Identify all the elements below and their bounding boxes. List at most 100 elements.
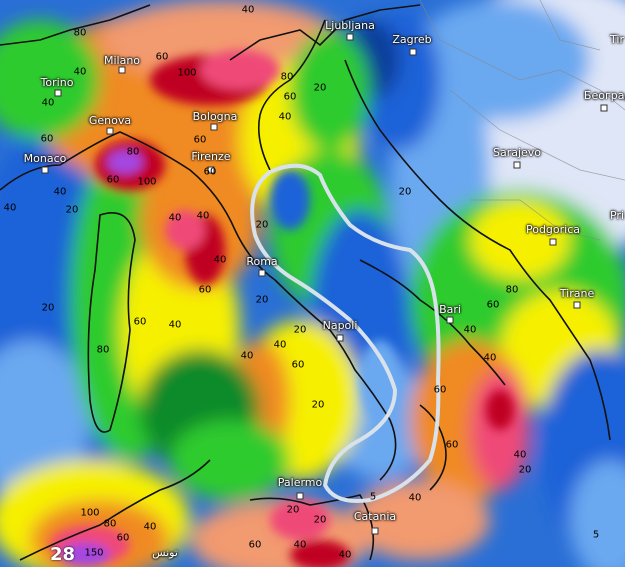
contour-value-label: 40: [3, 202, 17, 214]
city-label: Београд: [583, 89, 625, 102]
contour-value-label: 60: [291, 359, 305, 371]
city-marker: [54, 89, 62, 97]
precip-area-pink: [165, 210, 205, 250]
city-marker: [513, 161, 521, 169]
city-label: Bari: [439, 303, 461, 316]
contour-value-label: 40: [73, 66, 87, 78]
precip-area-blue: [270, 170, 310, 230]
city-label: Bologna: [192, 110, 238, 123]
city-label: Napoli: [322, 319, 358, 332]
precip-area-green: [0, 20, 100, 140]
contour-value-label: 20: [255, 219, 269, 231]
contour-value-label: 60: [116, 532, 130, 544]
contour-value-label: 80: [103, 518, 117, 530]
contour-value-label: 100: [80, 507, 100, 519]
precip-area-light-blue: [360, 340, 400, 420]
contour-value-label: 60: [106, 174, 120, 186]
contour-value-label: 150: [84, 547, 104, 559]
precip-area-pink: [200, 50, 280, 90]
contour-value-label: 100: [137, 176, 157, 188]
city-marker: [573, 301, 581, 309]
contour-value-label: 60: [198, 284, 212, 296]
city-label: Torino: [40, 76, 74, 89]
city-label: Zagreb: [392, 33, 432, 46]
contour-value-label: 40: [53, 186, 67, 198]
city-marker: [118, 66, 126, 74]
contour-value-label: 40: [293, 539, 307, 551]
city-label: Sarajevo: [492, 146, 542, 159]
city-label: Roma: [246, 255, 278, 268]
partial-value-label: 28: [50, 544, 76, 565]
city-label: Pri: [609, 209, 625, 222]
city-marker: [346, 33, 354, 41]
precip-area-dark-red: [290, 540, 350, 567]
contour-value-label: 60: [486, 299, 500, 311]
contour-value-label: 60: [283, 91, 297, 103]
contour-value-label: 40: [408, 492, 422, 504]
contour-value-label: 60: [155, 51, 169, 63]
contour-value-label: 20: [313, 82, 327, 94]
contour-value-label: 60: [433, 384, 447, 396]
contour-value-label: 20: [255, 294, 269, 306]
contour-value-label: 5: [592, 529, 600, 541]
contour-value-label: 40: [463, 324, 477, 336]
city-marker: [409, 48, 417, 56]
contour-value-label: 60: [40, 133, 54, 145]
city-label: Genova: [88, 114, 132, 127]
contour-value-label: 60: [203, 166, 217, 178]
contour-value-label: 40: [273, 339, 287, 351]
contour-value-label: 20: [65, 204, 79, 216]
city-label: Catania: [353, 510, 397, 523]
contour-value-label: 20: [311, 399, 325, 411]
contour-value-label: 80: [126, 146, 140, 158]
contour-value-label: 100: [177, 67, 197, 79]
city-marker: [106, 127, 114, 135]
precip-area-yellow: [470, 200, 570, 280]
contour-value-label: 5: [369, 491, 377, 503]
precip-area-purple: [107, 150, 143, 174]
precip-area-green: [290, 30, 370, 150]
highlighted-region-outline: [250, 163, 441, 503]
city-marker: [41, 166, 49, 174]
contour-value-label: 80: [73, 27, 87, 39]
contour-value-label: 40: [513, 449, 527, 461]
city-label: Tirane: [559, 287, 595, 300]
contour-value-label: 40: [168, 212, 182, 224]
city-marker: [207, 166, 215, 174]
contour-value-label: 40: [483, 352, 497, 364]
contour-value-label: 20: [518, 464, 532, 476]
precip-area-light-blue: [0, 340, 90, 500]
contour-value-label: 20: [313, 514, 327, 526]
contour-value-label: 60: [248, 539, 262, 551]
contour-value-label: 40: [338, 549, 352, 561]
contour-value-label: 60: [193, 134, 207, 146]
city-marker: [549, 238, 557, 246]
contour-value-label: 20: [41, 302, 55, 314]
contour-value-label: 40: [41, 97, 55, 109]
city-label: تونس: [152, 546, 178, 559]
contour-value-label: 20: [293, 324, 307, 336]
contour-value-label: 40: [143, 521, 157, 533]
contour-value-label: 80: [505, 284, 519, 296]
city-marker: [258, 269, 266, 277]
city-label: Palermo: [277, 476, 323, 489]
city-marker: [336, 334, 344, 342]
contour-value-label: 40: [168, 319, 182, 331]
contour-value-label: 40: [196, 210, 210, 222]
city-label: Ljubljana: [325, 19, 375, 32]
precip-area-green: [170, 420, 290, 500]
contour-value-label: 80: [280, 71, 294, 83]
precip-area-light-blue: [570, 460, 625, 567]
contour-value-label: 40: [213, 254, 227, 266]
precip-area-purple: [60, 543, 110, 567]
precip-area-pink: [270, 500, 330, 540]
city-label: Monaco: [23, 152, 67, 165]
city-label: Firenze: [191, 150, 231, 163]
contour-value-label: 60: [133, 316, 147, 328]
contour-value-label: 80: [96, 344, 110, 356]
city-label: Tir: [610, 33, 624, 46]
contour-value-label: 40: [278, 111, 292, 123]
city-label: Podgorica: [525, 223, 581, 236]
